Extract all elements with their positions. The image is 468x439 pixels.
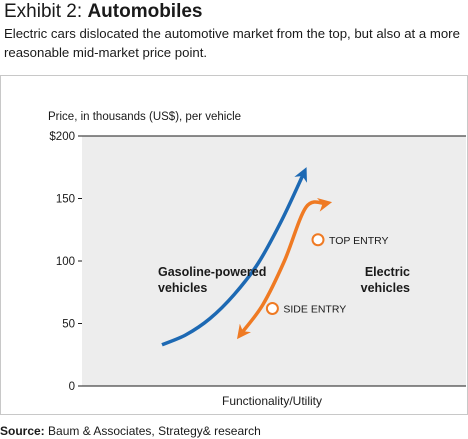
y-tick-label: $200 [49,131,75,143]
side-entry-label: SIDE ENTRY [283,304,346,316]
plot-area [82,136,466,386]
source-note: Source: Baum & Associates, Strategy& res… [0,424,261,438]
chart-subtitle: Electric cars dislocated the automotive … [4,26,460,60]
exhibit-label: Exhibit 2: [4,1,88,22]
source-text: Baum & Associates, Strategy& research [44,424,261,438]
gasoline-series-label: Gasoline-powered vehicles [158,265,266,295]
exhibit-title: Automobiles [87,1,203,22]
electric-vehicles-line [236,197,333,340]
side-entry-marker [265,302,279,315]
source-label: Source: [0,424,45,438]
y-tick-label: 50 [62,319,75,331]
y-tick-label: 150 [56,194,75,206]
y-tick-label: 0 [69,381,75,393]
electric-series-label: Electric vehicles [361,265,410,295]
y-axis-label: Price, in thousands (US$), per vehicle [48,111,241,123]
top-entry-marker [311,233,325,247]
top-entry-label: TOP ENTRY [329,235,389,247]
x-axis-label: Functionality/Utility [222,394,322,408]
exhibit-heading: Exhibit 2: Automobiles [4,0,203,24]
y-tick-label: 100 [56,256,75,268]
